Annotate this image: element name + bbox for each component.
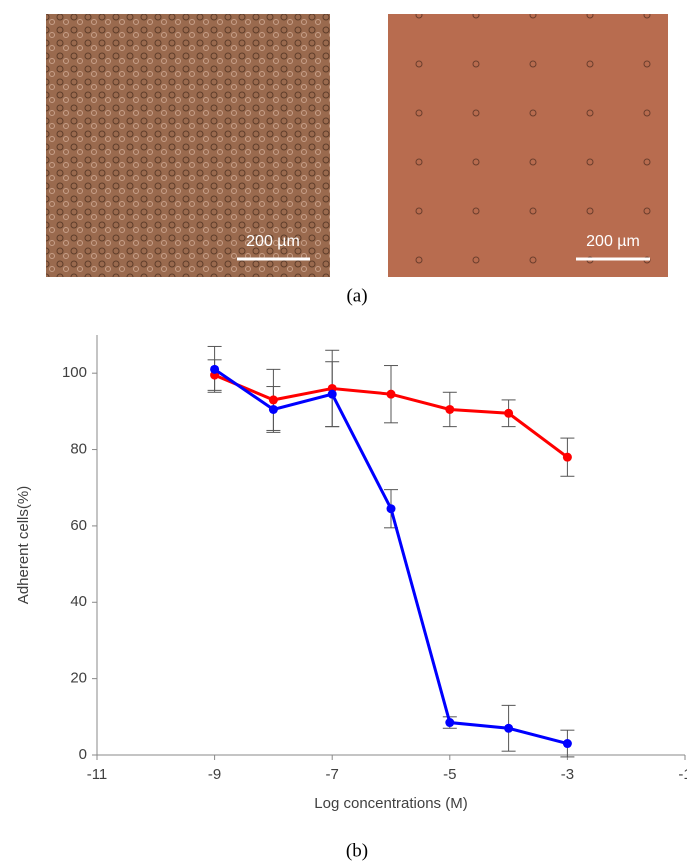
data-point [268,404,278,414]
data-point [210,364,220,374]
x-tick-label: -7 [326,766,339,783]
data-point [562,739,572,749]
micrograph [46,14,330,277]
y-tick-label: 100 [62,364,87,381]
panel-label: (a) [346,285,367,306]
data-point [268,395,278,405]
x-axis-label: Log concentrations (M) [314,795,467,812]
data-point [445,404,455,414]
x-tick-label: -5 [443,766,456,783]
panel-label: (b) [346,840,368,861]
data-point [386,389,396,399]
x-tick-label: -3 [561,766,574,783]
data-point [504,723,514,733]
x-tick-label: -1 [678,766,687,783]
data-point [327,389,337,399]
micrograph [388,14,668,277]
y-tick-label: 0 [79,746,87,763]
data-point [386,504,396,514]
data-point [445,718,455,728]
data-point [562,452,572,462]
y-tick-label: 20 [70,670,87,687]
y-tick-label: 80 [70,441,87,458]
scale-bar-label: 200 µm [246,233,300,250]
series-line [213,368,568,745]
y-axis-label: Adherent cells(%) [15,486,32,604]
data-point [504,408,514,418]
y-tick-label: 60 [70,517,87,534]
scale-bar-label: 200 µm [586,233,640,250]
y-tick-label: 40 [70,593,87,610]
x-tick-label: -11 [87,766,108,783]
x-tick-label: -9 [208,766,221,783]
